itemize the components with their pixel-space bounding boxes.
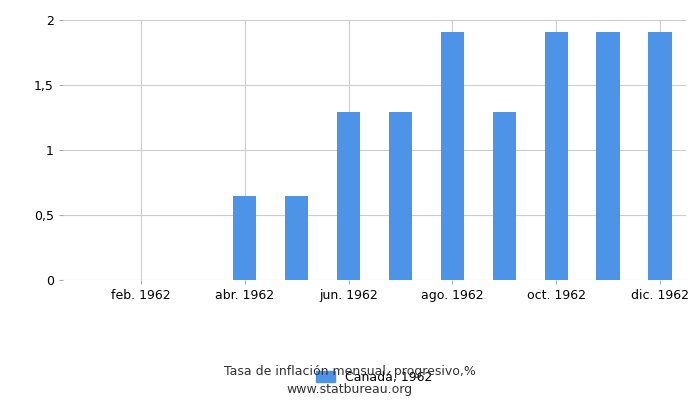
Bar	[389, 112, 412, 280]
Bar	[233, 196, 256, 280]
Bar	[493, 112, 516, 280]
Bar	[337, 112, 360, 280]
Text: Tasa de inflación mensual, progresivo,%: Tasa de inflación mensual, progresivo,%	[224, 366, 476, 378]
Bar	[285, 196, 308, 280]
Bar	[545, 32, 568, 280]
Bar	[441, 32, 464, 280]
Legend: Canadá, 1962: Canadá, 1962	[310, 364, 439, 390]
Bar	[596, 32, 620, 280]
Bar	[648, 32, 672, 280]
Text: www.statbureau.org: www.statbureau.org	[287, 384, 413, 396]
